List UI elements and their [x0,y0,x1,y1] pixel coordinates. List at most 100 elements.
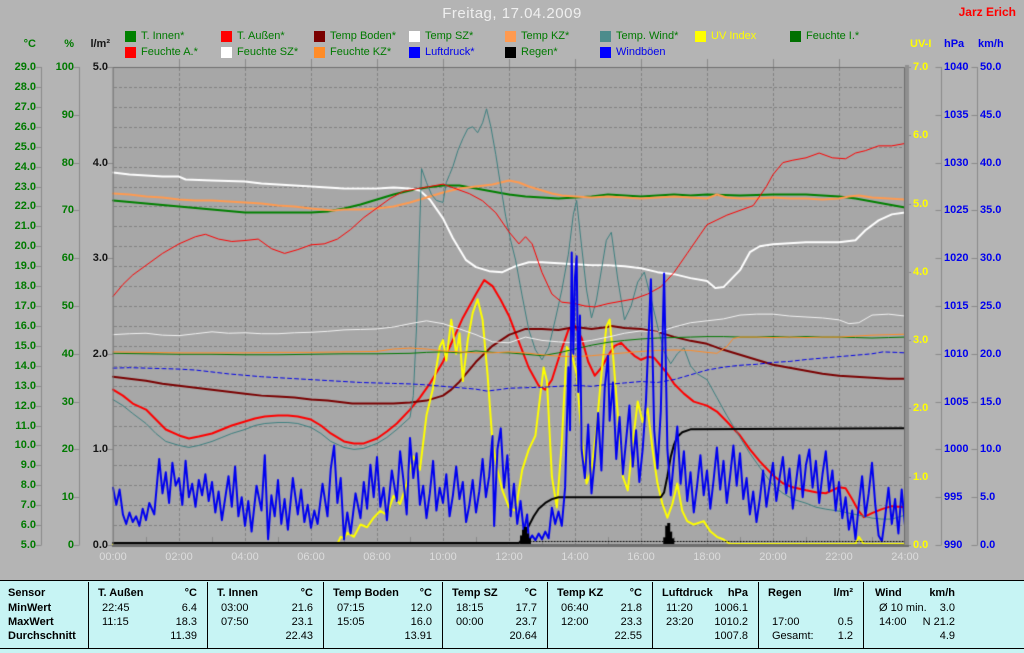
table-col-5-min-time: 06:40 [561,602,589,614]
y-tick-celsius-17.0: 17.0 [14,300,36,312]
y-tick-celsius-24.0: 24.0 [14,160,36,173]
table-col-6-max-time: 23:20 [666,616,694,628]
table-divider-0 [88,582,89,648]
legend-label-temp-boden: Temp Boden* [330,30,397,42]
y-tick-celsius-7.0: 7.0 [20,499,36,512]
table-divider-3 [442,582,443,648]
table-col-3-max-value: 16.0 [410,616,432,628]
legend-label-temp-wind: Temp. Wind* [616,30,679,42]
table-col-2-min-value: 21.6 [291,602,313,614]
table-col-2-avg-value: 22.43 [285,630,313,642]
x-tick-06:00: 06:00 [297,551,325,563]
y-tick-percent-0: 0 [67,539,74,551]
legend-label-t-aussen: T. Außen* [237,30,285,42]
y-tick-hpa-990: 990 [944,539,963,551]
y-axis-header-uv: UV-I [910,38,932,50]
legend-swatch-t-innen [125,31,136,42]
y-tick-percent-60: 60 [61,252,74,265]
y-tick-uv-3.0: 3.0 [913,334,929,347]
x-tick-10:00: 10:00 [429,551,457,563]
y-tick-lm2-5.0: 5.0 [92,61,108,73]
legend-swatch-feuchte-kz [314,47,325,58]
y-tick-celsius-22.0: 22.0 [14,200,36,213]
table-col-6-max-value: 1010.2 [714,616,748,628]
legend-swatch-windboeen [600,47,611,58]
legend-label-t-innen: T. Innen* [141,30,185,42]
y-tick-kmh-45.0: 45.0 [980,108,1002,121]
y-tick-kmh-0.0: 0.0 [980,539,996,551]
y-tick-kmh-25.0: 25.0 [980,300,1002,312]
table-row-label-durchschnitt: Durchschnitt [8,630,76,642]
y-tick-uv-0.0: 0.0 [913,539,929,551]
legend-label-windboeen: Windböen [616,46,666,58]
table-col-1-max-value: 18.3 [175,616,197,628]
author-name: Jarz Erich [958,5,1016,19]
x-tick-20:00: 20:00 [759,551,787,563]
y-tick-percent-10: 10 [61,491,74,504]
table-divider-2 [323,582,324,648]
table-col-1-min-time: 22:45 [102,602,130,614]
table-col-6-min-value: 1006.1 [714,602,748,614]
table-col-2-max-time: 07:50 [221,616,249,628]
table-bottom-border [0,648,1024,649]
table-row-label-maxwert: MaxWert [8,616,54,628]
table-divider-4 [547,582,548,648]
table-col-1-name: T. Außen [98,587,144,599]
table-col-8-name: Wind [875,587,902,599]
table-col-1-avg-value: 11.39 [170,630,197,642]
y-axis-header-lm2: l/m² [90,38,110,50]
y-tick-celsius-27.0: 27.0 [14,100,36,113]
table-col-5-max-value: 23.3 [620,616,642,628]
table-col-4-avg-value: 20.64 [509,630,537,642]
y-tick-hpa-1000: 1000 [944,443,969,456]
y-tick-celsius-14.0: 14.0 [14,359,36,372]
table-col-3-min-value: 12.0 [410,602,432,614]
y-tick-percent-50: 50 [61,300,74,312]
y-axis-header-hpa: hPa [944,38,965,50]
y-tick-percent-90: 90 [61,108,74,121]
table-col-8-min-value: 3.0 [939,602,955,614]
y-tick-kmh-30.0: 30.0 [980,252,1002,265]
y-tick-percent-100: 100 [55,61,74,73]
table-col-4-max-value: 23.7 [515,616,537,628]
y-tick-celsius-29.0: 29.0 [14,61,36,73]
x-tick-14:00: 14:00 [561,551,589,563]
y-tick-celsius-13.0: 13.0 [14,379,36,392]
table-col-7-name: Regen [768,587,802,599]
y-tick-celsius-20.0: 20.0 [14,240,36,253]
table-col-2-name: T. Innen [217,587,258,599]
y-axis-header-percent: % [64,38,74,50]
table-col-6-min-time: 11:20 [666,602,693,614]
legend-swatch-temp-boden [314,31,325,42]
y-tick-percent-30: 30 [61,395,74,408]
y-tick-kmh-10.0: 10.0 [980,443,1002,456]
y-tick-kmh-50.0: 50.0 [980,61,1002,73]
table-col-1-min-value: 6.4 [181,602,197,614]
table-col-5-name: Temp KZ [557,587,604,599]
y-tick-hpa-995: 995 [944,491,963,504]
legend-label-feuchte-kz: Feuchte KZ* [330,46,392,58]
table-col-6-avg-value: 1007.8 [714,630,748,642]
y-tick-celsius-19.0: 19.0 [14,260,36,273]
y-tick-kmh-40.0: 40.0 [980,156,1002,169]
table-col-8-unit: km/h [929,587,955,599]
table-col-2-max-value: 23.1 [291,616,313,628]
table-col-3-avg-value: 13.91 [404,630,432,642]
y-tick-uv-7.0: 7.0 [913,61,929,73]
y-tick-celsius-9.0: 9.0 [20,459,36,472]
y-tick-hpa-1035: 1035 [944,108,969,121]
table-col-5-avg-value: 22.55 [614,630,642,642]
page-title: Freitag, 17.04.2009 [442,5,582,22]
y-tick-celsius-10.0: 10.0 [14,439,36,452]
x-tick-02:00: 02:00 [165,551,193,563]
y-tick-percent-80: 80 [61,156,74,169]
weather-chart-canvas [0,0,1024,580]
legend-swatch-uv-index [695,31,706,42]
table-row-label-minwert: MinWert [8,602,52,614]
y-tick-celsius-26.0: 26.0 [14,120,36,133]
table-col-1-unit: °C [184,587,197,599]
table-col-4-unit: °C [524,587,537,599]
legend-label-luftdruck: Luftdruck* [425,46,475,58]
y-tick-lm2-1.0: 1.0 [92,443,108,456]
